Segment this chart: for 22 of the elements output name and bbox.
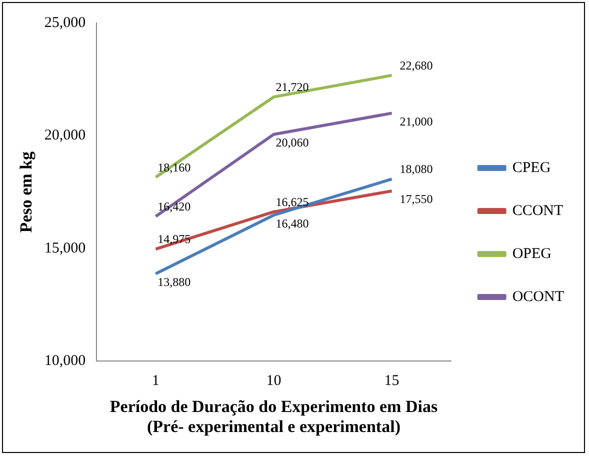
- legend-label: CPEG: [512, 160, 551, 176]
- data-label: 21,000: [400, 114, 433, 128]
- y-tick-label: 15,000: [44, 240, 86, 256]
- data-label: 22,680: [400, 58, 433, 72]
- data-label: 17,550: [400, 192, 433, 206]
- data-label: 18,080: [400, 162, 433, 176]
- legend-label: OPEG: [512, 246, 552, 262]
- data-label: 16,625: [276, 194, 309, 209]
- y-tick-label: 10,000: [44, 353, 86, 370]
- data-label: 16,480: [276, 216, 309, 230]
- x-axis-title: Período de Duração do Experimento em Dias (Pré- experimental e experimental): [110, 396, 438, 436]
- y-tick-label: 20,000: [44, 128, 86, 144]
- x-tick-label: 10: [266, 373, 282, 390]
- data-label: 20,060: [276, 136, 309, 150]
- data-label: 21,720: [276, 80, 309, 94]
- y-axis-title: Peso em kg: [16, 151, 36, 233]
- x-tick-label: 1: [152, 373, 160, 390]
- legend-label: CCONT: [512, 202, 564, 219]
- y-tick-label: 25,000: [44, 14, 86, 31]
- legend-label: OCONT: [512, 288, 564, 305]
- data-label: 13,880: [158, 274, 191, 289]
- x-tick-label: 15: [384, 373, 400, 390]
